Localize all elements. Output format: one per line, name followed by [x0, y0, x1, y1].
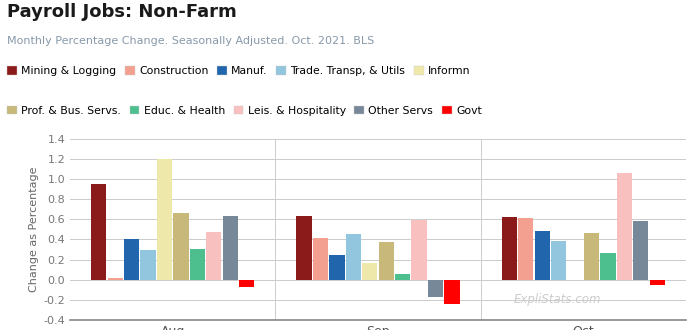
Bar [329, 254, 344, 280]
Bar [601, 252, 615, 280]
Bar [141, 249, 155, 280]
Bar [395, 274, 410, 280]
Bar [444, 280, 460, 304]
Y-axis label: Change as Percentage: Change as Percentage [29, 167, 39, 292]
Bar [173, 213, 188, 280]
Bar [124, 240, 139, 280]
Bar [362, 263, 377, 280]
Text: ExpliStats.com: ExpliStats.com [514, 293, 601, 306]
Text: Monthly Percentage Change. Seasonally Adjusted. Oct. 2021. BLS: Monthly Percentage Change. Seasonally Ad… [7, 36, 374, 46]
Bar [551, 242, 566, 280]
Bar [108, 278, 122, 280]
Bar [412, 220, 427, 280]
Bar [206, 232, 221, 280]
Text: Payroll Jobs: Non-Farm: Payroll Jobs: Non-Farm [7, 3, 237, 21]
Bar [313, 238, 328, 280]
Bar [91, 184, 106, 280]
Bar [379, 243, 394, 280]
Bar [584, 233, 599, 280]
Bar [346, 234, 361, 280]
Bar [502, 217, 517, 280]
Bar [518, 218, 533, 280]
Legend: Mining & Logging, Construction, Manuf., Trade. Transp, & Utils, Informn: Mining & Logging, Construction, Manuf., … [7, 66, 470, 76]
Bar [650, 280, 665, 285]
Bar [535, 231, 550, 280]
Bar [239, 280, 254, 287]
Bar [157, 159, 172, 280]
Bar [296, 216, 312, 280]
Legend: Prof. & Bus. Servs., Educ. & Health, Leis. & Hospitality, Other Servs, Govt: Prof. & Bus. Servs., Educ. & Health, Lei… [7, 106, 482, 116]
Bar [223, 216, 238, 280]
Bar [634, 221, 648, 280]
Bar [190, 248, 205, 280]
Bar [617, 173, 632, 280]
Bar [428, 280, 443, 297]
